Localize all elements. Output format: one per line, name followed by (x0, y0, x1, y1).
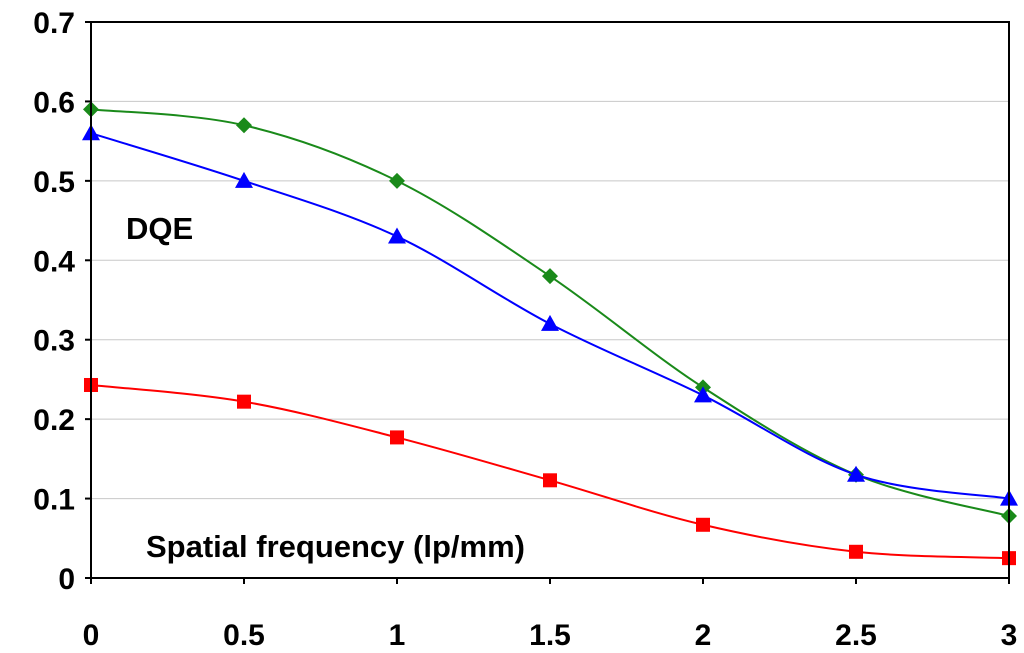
y-axis-ticks: 0 0.1 0.2 0.3 0.4 0.5 0.6 0.7 (33, 7, 91, 596)
series-diamond (83, 101, 1017, 525)
series-triangle (82, 124, 1018, 506)
y-tick-label: 0.7 (33, 7, 75, 40)
y-tick-label: 0.6 (33, 86, 75, 119)
y-tick-label: 0.3 (33, 325, 75, 358)
series-layer (82, 101, 1018, 566)
data-point-square (849, 544, 863, 559)
spatial-frequency-annotation: Spatial frequency (lp/mm) (146, 529, 525, 564)
x-tick-label: 1.5 (529, 619, 571, 652)
y-tick-label: 0 (58, 563, 75, 596)
data-point-square (696, 517, 710, 532)
dqe-annotation: DQE (126, 211, 193, 246)
y-tick-label: 0.1 (33, 484, 75, 517)
y-tick-label: 0.4 (33, 245, 75, 278)
data-point-triangle (847, 465, 865, 482)
x-tick-label: 3 (1001, 619, 1018, 652)
x-tick-label: 0.5 (223, 619, 265, 652)
data-point-diamond (236, 117, 252, 134)
y-tick-label: 0.2 (33, 404, 75, 437)
series-line (90, 108, 1010, 518)
data-point-triangle (388, 227, 406, 244)
gridlines (91, 100, 1009, 500)
data-point-triangle (541, 314, 559, 331)
data-point-square (237, 394, 251, 409)
data-point-diamond (389, 172, 405, 189)
x-tick-label: 2 (695, 619, 712, 652)
plot-frame (90, 21, 1010, 579)
x-tick-label: 2.5 (835, 619, 877, 652)
data-point-square (543, 473, 557, 488)
x-tick-label: 1 (389, 619, 406, 652)
x-tick-label: 0 (83, 619, 100, 652)
data-point-diamond (542, 268, 558, 285)
y-tick-label: 0.5 (33, 166, 75, 199)
data-point-triangle (235, 171, 253, 188)
data-point-triangle (694, 386, 712, 403)
x-axis-ticks: 0 0.5 1 1.5 2 2.5 3 (83, 578, 1018, 652)
data-point-square (390, 430, 404, 445)
